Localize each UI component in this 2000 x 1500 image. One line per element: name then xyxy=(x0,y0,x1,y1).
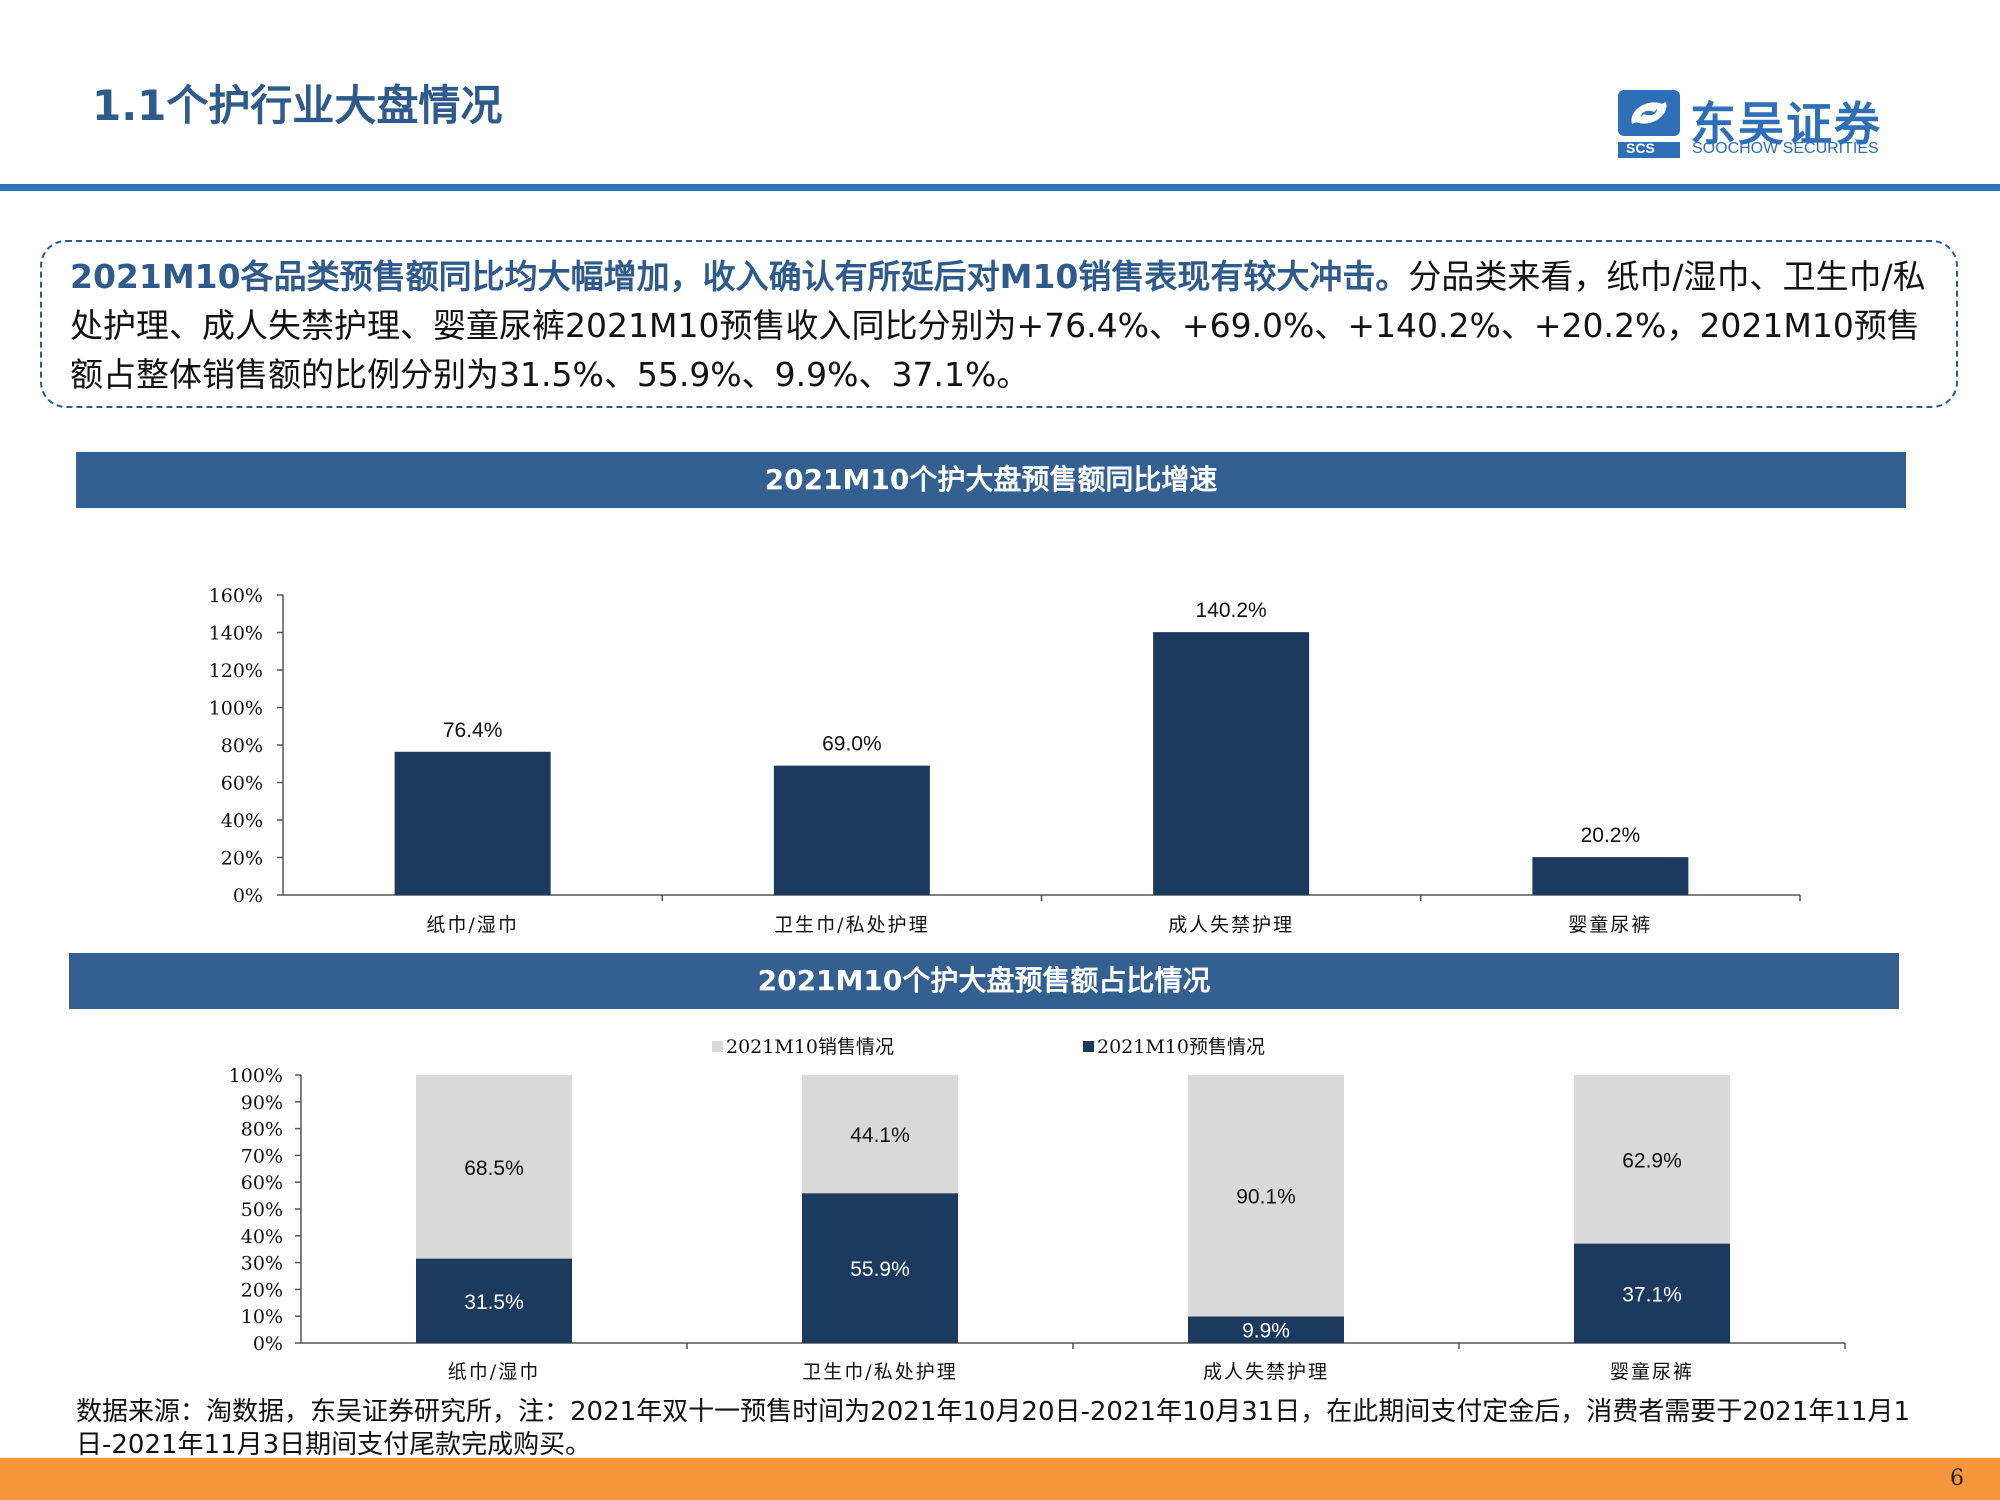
logo-en: SOOCHOW SECURITIES xyxy=(1692,140,1879,157)
y-tick-label: 160% xyxy=(209,585,263,607)
segment-value-label: 68.5% xyxy=(464,1157,524,1180)
sales-segment xyxy=(802,1075,958,1194)
x-category-label: 成人失禁护理 xyxy=(1203,1361,1329,1383)
page-number: 6 xyxy=(1950,1466,1964,1491)
bar-value-label: 20.2% xyxy=(1581,824,1641,847)
legend-swatch xyxy=(712,1041,723,1052)
sales-segment xyxy=(1188,1075,1344,1317)
y-tick-label: 20% xyxy=(241,1279,283,1301)
page-title: 1.1个护行业大盘情况 xyxy=(92,81,503,130)
presale-segment xyxy=(802,1193,958,1343)
chart1-title-band: 2021M10个护大盘预售额同比增速 xyxy=(76,452,1906,508)
presale-segment xyxy=(416,1258,572,1343)
x-category-label: 纸巾/湿巾 xyxy=(448,1361,540,1383)
y-tick-label: 100% xyxy=(229,1065,283,1087)
x-category-label: 成人失禁护理 xyxy=(1168,914,1294,936)
y-tick-label: 40% xyxy=(221,810,263,832)
logo-cn: 东吴证券 xyxy=(1690,97,1882,151)
segment-value-label: 9.9% xyxy=(1242,1320,1290,1343)
y-tick-label: 50% xyxy=(241,1199,283,1221)
sales-segment xyxy=(416,1075,572,1259)
y-tick-label: 80% xyxy=(241,1119,283,1141)
segment-value-label: 31.5% xyxy=(464,1291,524,1314)
segment-value-label: 90.1% xyxy=(1236,1186,1296,1209)
y-tick-label: 20% xyxy=(221,848,263,870)
bar-value-label: 76.4% xyxy=(443,719,503,742)
legend-label: 2021M10销售情况 xyxy=(726,1036,894,1058)
source-note: 数据来源：淘数据，东吴证券研究所，注：2021年双十一预售时间为2021年10月… xyxy=(76,1397,1911,1460)
x-category-label: 婴童尿裤 xyxy=(1610,1361,1694,1383)
bar xyxy=(1532,857,1689,895)
bar xyxy=(1153,632,1310,895)
header-divider xyxy=(0,184,2000,191)
x-category-label: 卫生巾/私处护理 xyxy=(774,914,929,936)
legend-label: 2021M10预售情况 xyxy=(1097,1036,1265,1058)
y-tick-label: 0% xyxy=(233,885,263,907)
logo-mark-text: SCS xyxy=(1626,140,1655,156)
y-tick-label: 140% xyxy=(209,623,263,645)
bar xyxy=(773,765,930,895)
legend-swatch xyxy=(1083,1041,1094,1052)
presale-segment xyxy=(1574,1243,1730,1343)
segment-value-label: 37.1% xyxy=(1622,1283,1682,1306)
y-tick-label: 100% xyxy=(209,698,263,720)
y-tick-label: 40% xyxy=(241,1226,283,1248)
bar-value-label: 69.0% xyxy=(822,733,882,756)
bar-value-label: 140.2% xyxy=(1196,599,1267,622)
sales-segment xyxy=(1574,1075,1730,1244)
summary-body: 分品类来看，纸巾/湿巾、卫生巾/私处护理、成人失禁护理、婴童尿裤2021M10预… xyxy=(70,257,1926,394)
chart2-title-band: 2021M10个护大盘预售额占比情况 xyxy=(69,953,1899,1009)
share-stacked-bar-chart: 2021M10销售情况 2021M10预售情况 0% 10% 20% 30% 40% 50% 6… xyxy=(229,1036,1846,1383)
segment-value-label: 44.1% xyxy=(850,1124,910,1147)
summary-headline: 2021M10各品类预售额同比均大幅增加，收入确认有所延后对M10销售表现有较大… xyxy=(70,257,1409,296)
bar xyxy=(394,751,551,895)
y-tick-label: 80% xyxy=(221,735,263,757)
y-tick-label: 30% xyxy=(241,1253,283,1275)
company-logo: SCS 东吴证券 SOOCHOW SECURITIES xyxy=(1618,90,1900,160)
y-tick-label: 90% xyxy=(241,1092,283,1114)
y-tick-label: 60% xyxy=(221,773,263,795)
y-tick-label: 120% xyxy=(209,660,263,682)
segment-value-label: 55.9% xyxy=(850,1258,910,1281)
x-category-label: 婴童尿裤 xyxy=(1568,914,1652,936)
segment-value-label: 62.9% xyxy=(1622,1149,1682,1172)
y-tick-label: 10% xyxy=(241,1306,283,1328)
presale-segment xyxy=(1188,1316,1344,1343)
y-tick-label: 70% xyxy=(241,1145,283,1167)
growth-bar-chart: 0% 20% 40% 60% 80% 100% 120% 140% 160% 76.4% 纸巾/湿巾… xyxy=(209,585,1801,936)
footer-bar xyxy=(0,1458,2000,1500)
x-category-label: 纸巾/湿巾 xyxy=(426,914,518,936)
summary-box: 2021M10各品类预售额同比均大幅增加，收入确认有所延后对M10销售表现有较大… xyxy=(40,240,1958,408)
y-tick-label: 60% xyxy=(241,1172,283,1194)
y-tick-label: 0% xyxy=(253,1333,283,1355)
x-category-label: 卫生巾/私处护理 xyxy=(802,1361,957,1383)
logo-mark-icon xyxy=(1618,90,1680,158)
